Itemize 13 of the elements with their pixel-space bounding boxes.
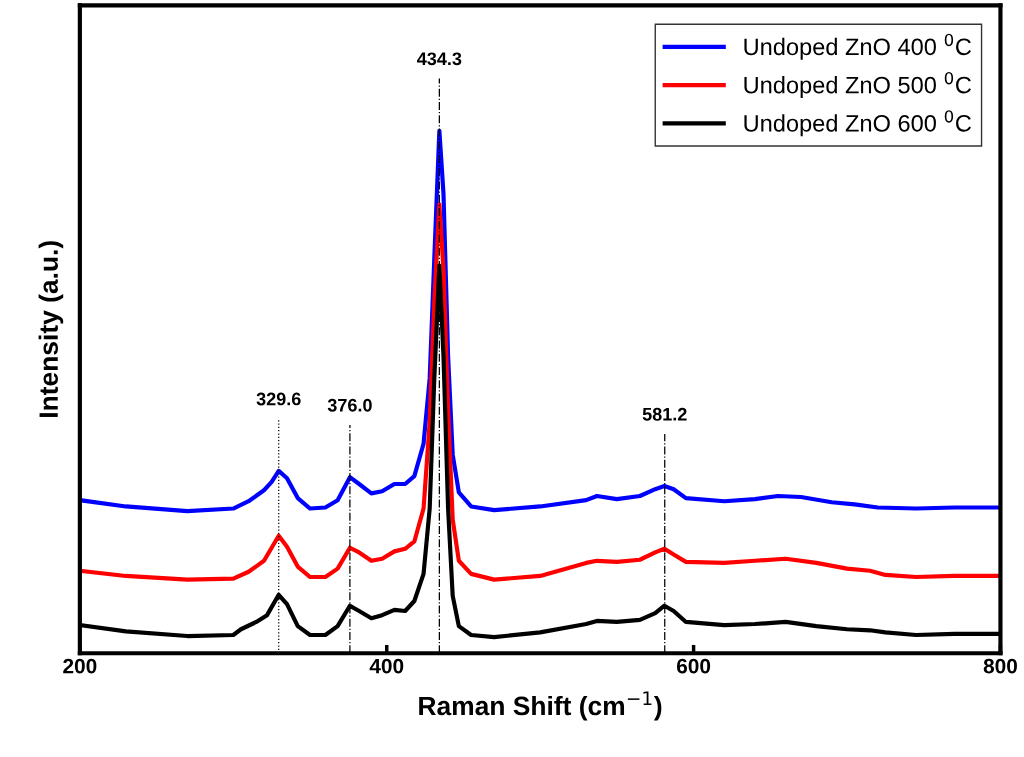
x-tick-label: 800	[983, 658, 1017, 674]
ref-line-label: 434.3	[417, 52, 462, 66]
x-axis-title: Raman Shift (cm$^{−1}$)	[419, 691, 662, 721]
legend-label: Undoped ZnO 400 $^{0}$C	[744, 33, 971, 60]
x-tick-label: 600	[676, 658, 711, 674]
legend-label: Undoped ZnO 600 $^{0}$C	[744, 110, 971, 137]
y-axis-title: Intensity (a.u.)	[38, 241, 64, 417]
ref-line-label: 376.0	[327, 398, 372, 412]
x-tick-label: 200	[63, 658, 97, 674]
x-tick-label: 400	[369, 658, 404, 674]
legend-label: Undoped ZnO 500 $^{0}$C	[744, 71, 971, 99]
ref-line-label: 329.6	[256, 392, 301, 406]
ref-line-label: 581.2	[642, 407, 687, 421]
